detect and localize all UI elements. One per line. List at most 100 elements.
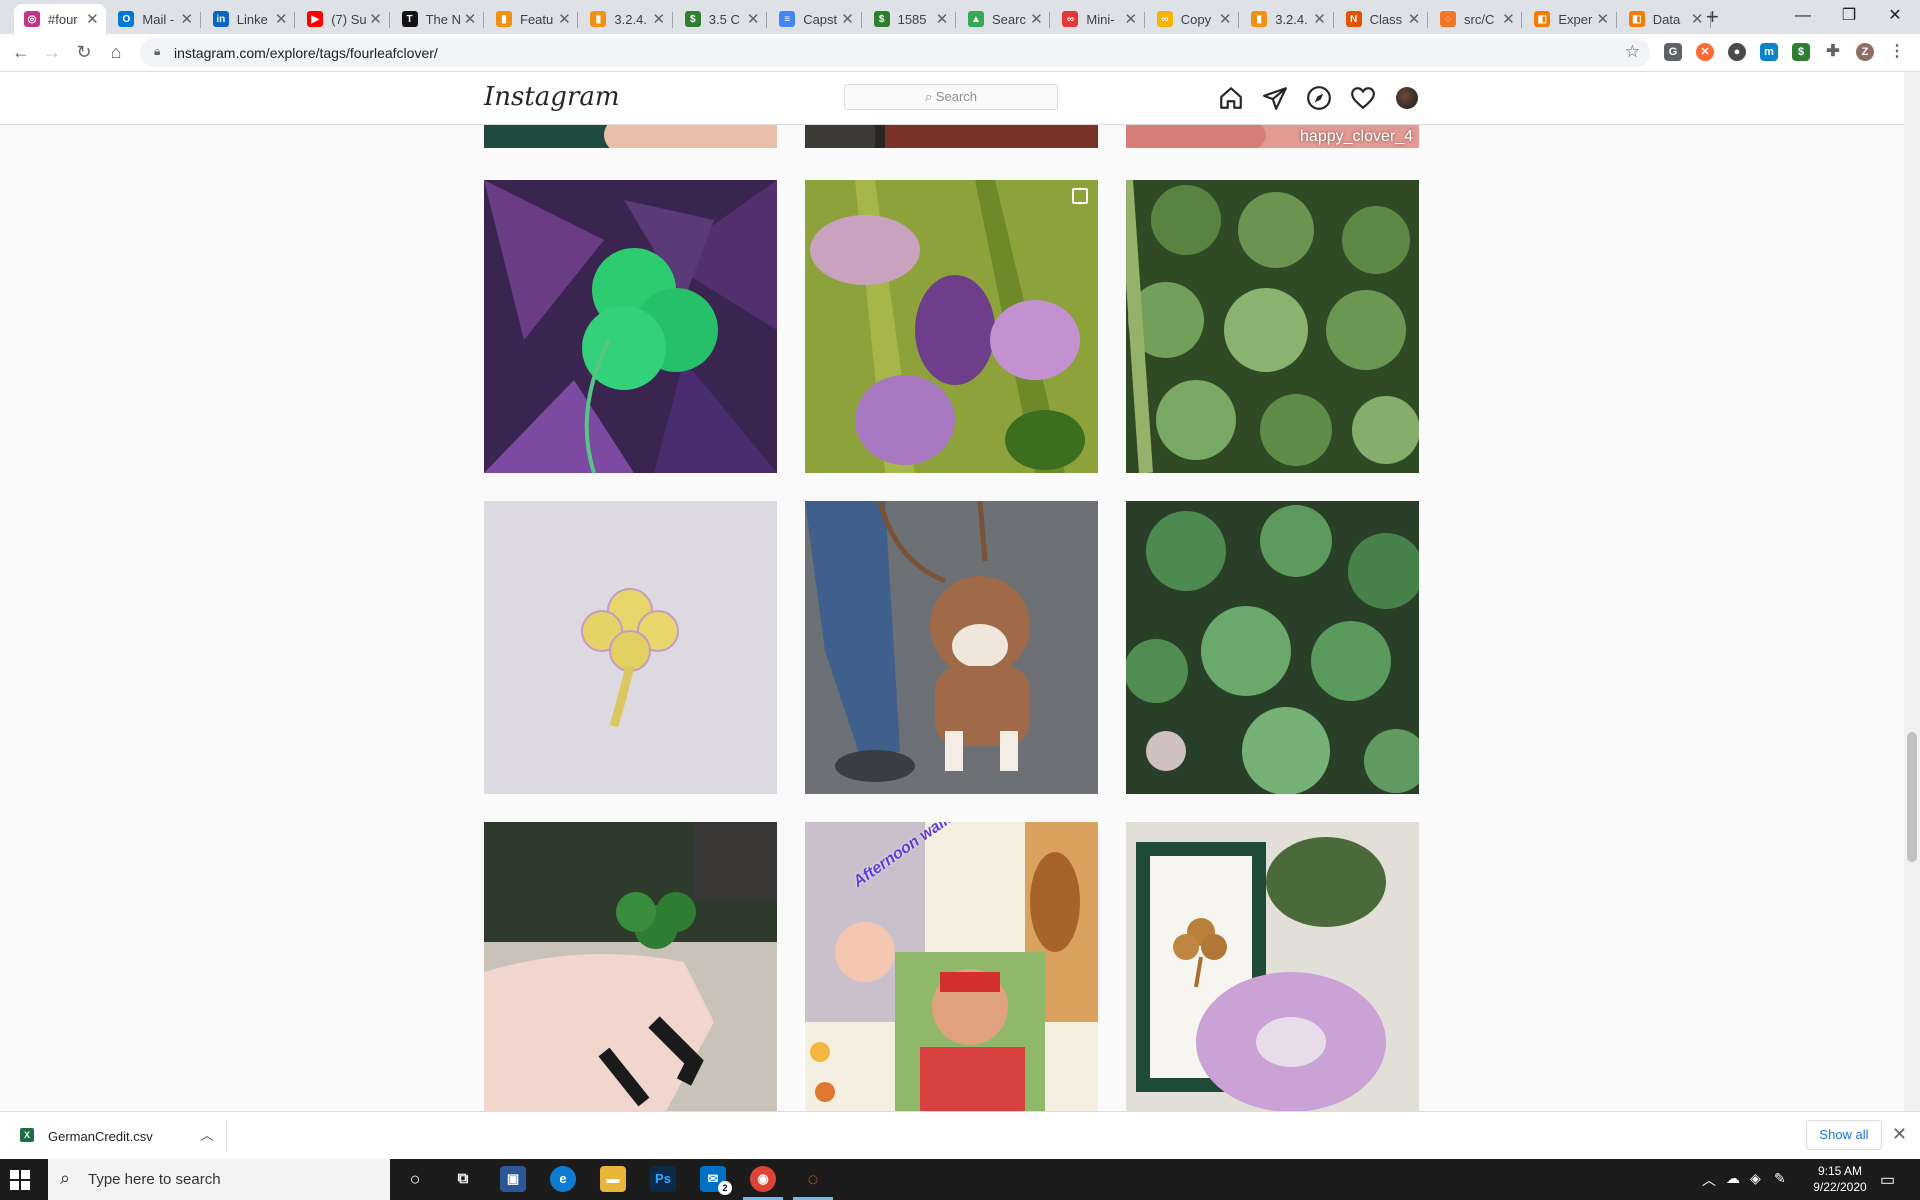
chrome-icon[interactable]: ◉ bbox=[750, 1166, 776, 1192]
direct-message-icon[interactable] bbox=[1262, 85, 1288, 111]
post-partial-1[interactable] bbox=[484, 125, 777, 148]
new-tab-button[interactable]: + bbox=[1706, 4, 1719, 29]
close-download-bar-icon[interactable]: ✕ bbox=[1892, 1124, 1908, 1144]
tab-separator bbox=[1615, 12, 1617, 28]
browser-tab[interactable]: ∞ Mini- ✕ bbox=[1052, 4, 1145, 34]
browser-tab[interactable]: ▲ Searc ✕ bbox=[958, 4, 1051, 34]
extension-dollar-icon[interactable]: $ bbox=[1792, 43, 1810, 61]
browser-tab[interactable]: ◌ src/C ✕ bbox=[1430, 4, 1523, 34]
close-window-button[interactable]: ✕ bbox=[1888, 7, 1902, 24]
tab-close-icon[interactable]: ✕ bbox=[1218, 11, 1232, 28]
tab-close-icon[interactable]: ✕ bbox=[274, 11, 288, 28]
jupyter-icon[interactable]: ◌ bbox=[807, 1169, 819, 1189]
chevron-up-icon[interactable]: ︿ bbox=[200, 1127, 214, 1143]
tab-close-icon[interactable]: ✕ bbox=[369, 11, 382, 28]
search-input[interactable]: ⌕ Search bbox=[844, 84, 1058, 110]
page-scrollbar[interactable] bbox=[1904, 72, 1920, 1111]
url-text[interactable]: instagram.com/explore/tags/fourleafclove… bbox=[174, 45, 438, 61]
extension-circle-icon[interactable]: ● bbox=[1728, 43, 1746, 61]
tab-close-icon[interactable]: ✕ bbox=[1407, 11, 1421, 28]
tab-favicon-icon: $ bbox=[684, 11, 701, 27]
post-tile[interactable] bbox=[1126, 501, 1419, 794]
post-partial-2[interactable] bbox=[805, 125, 1098, 148]
tab-close-icon[interactable]: ✕ bbox=[1596, 11, 1610, 28]
tab-close-icon[interactable]: ✕ bbox=[463, 11, 477, 28]
profile-avatar[interactable]: Z bbox=[1856, 43, 1874, 61]
profile-avatar-ig[interactable] bbox=[1396, 87, 1418, 109]
reload-button[interactable]: ↻ bbox=[76, 42, 92, 62]
show-all-button[interactable]: Show all bbox=[1806, 1120, 1882, 1150]
browser-tab[interactable]: ◎ #four ✕ bbox=[14, 4, 107, 34]
browser-tab[interactable]: T The N ✕ bbox=[392, 4, 484, 34]
pen-icon[interactable]: ✎ bbox=[1774, 1170, 1786, 1186]
tab-close-icon[interactable]: ✕ bbox=[558, 11, 571, 28]
home-button[interactable]: ⌂ bbox=[110, 42, 122, 62]
post-tile[interactable] bbox=[484, 501, 777, 794]
download-filename[interactable]: GermanCredit.csv bbox=[48, 1129, 153, 1144]
post-tile[interactable] bbox=[805, 501, 1098, 794]
post-tile[interactable] bbox=[1126, 180, 1419, 473]
edge-icon[interactable]: e bbox=[550, 1166, 576, 1192]
cortana-icon[interactable]: ○ bbox=[409, 1169, 421, 1189]
explore-compass-icon[interactable] bbox=[1306, 85, 1332, 111]
tab-close-icon[interactable]: ✕ bbox=[652, 11, 666, 28]
notifications-icon[interactable]: ▭ bbox=[1880, 1172, 1896, 1189]
browser-tab[interactable]: $3.5 C ✕ bbox=[675, 4, 768, 34]
browser-tab[interactable]: N Class ✕ bbox=[1336, 4, 1428, 34]
browser-tab[interactable]: ▮ Featu ✕ bbox=[486, 4, 579, 34]
back-button[interactable]: ← bbox=[12, 42, 30, 62]
browser-tab[interactable]: ◧ Data ✕ bbox=[1619, 4, 1712, 34]
browser-tab[interactable]: $1585 ✕ bbox=[864, 4, 956, 34]
extension-g-icon[interactable]: G bbox=[1664, 43, 1682, 61]
browser-tab[interactable]: ◧ Exper ✕ bbox=[1524, 4, 1617, 34]
system-clock[interactable]: 9:15 AM 9/22/2020 bbox=[1800, 1163, 1880, 1195]
extensions-puzzle-icon[interactable]: ✚ bbox=[1826, 43, 1840, 60]
menu-kebab-icon[interactable]: ⋮ bbox=[1889, 43, 1905, 60]
home-icon[interactable] bbox=[1218, 85, 1244, 111]
restore-button[interactable]: ❐ bbox=[1841, 7, 1857, 24]
browser-tab[interactable]: ▮ 3.2.4. ✕ bbox=[580, 4, 673, 34]
dropbox-icon[interactable]: ◈ bbox=[1750, 1170, 1761, 1186]
photoshop-icon[interactable]: Ps bbox=[650, 1166, 676, 1192]
tab-close-icon[interactable]: ✕ bbox=[180, 11, 194, 28]
browser-tab[interactable]: ∞ Copy ✕ bbox=[1147, 4, 1240, 34]
browser-tab[interactable]: ▶ (7) Su ✕ bbox=[297, 4, 390, 34]
post-tile[interactable] bbox=[484, 822, 777, 1111]
tab-close-icon[interactable]: ✕ bbox=[1690, 11, 1704, 28]
windows-start-icon[interactable] bbox=[10, 1170, 30, 1190]
browser-tab[interactable]: ≡ Capst ✕ bbox=[769, 4, 862, 34]
browser-tab[interactable]: in Linke ✕ bbox=[203, 4, 296, 34]
tab-close-icon[interactable]: ✕ bbox=[935, 11, 949, 28]
post-tile[interactable]: Afternoon walk bbox=[805, 822, 1098, 1111]
search-icon: ⌕ bbox=[60, 1168, 71, 1188]
tab-close-icon[interactable]: ✕ bbox=[746, 11, 760, 28]
post-tile[interactable] bbox=[805, 180, 1098, 473]
post-partial-3[interactable]: happy_clover_4 bbox=[1126, 125, 1419, 148]
post-tile[interactable] bbox=[484, 180, 777, 473]
browser-tab[interactable]: O Mail - ✕ bbox=[108, 4, 201, 34]
bookmark-star-icon[interactable]: ☆ bbox=[1624, 42, 1640, 61]
forward-button[interactable]: → bbox=[43, 42, 61, 62]
scrollbar-thumb[interactable] bbox=[1907, 732, 1917, 862]
browser-tab[interactable]: ▮ 3.2.4. ✕ bbox=[1241, 4, 1334, 34]
file-explorer-icon[interactable]: ▬ bbox=[600, 1166, 626, 1192]
store-icon[interactable]: ▣ bbox=[500, 1166, 526, 1192]
extension-blue-icon[interactable]: m bbox=[1760, 43, 1778, 61]
instagram-logo[interactable]: Instagram bbox=[484, 82, 620, 112]
taskbar-search-input[interactable]: ⌕ Type here to search bbox=[48, 1159, 390, 1200]
minimize-button[interactable]: — bbox=[1795, 7, 1811, 24]
tab-close-icon[interactable]: ✕ bbox=[1313, 11, 1326, 28]
activity-heart-icon[interactable] bbox=[1350, 85, 1376, 111]
onedrive-icon[interactable]: ☁ bbox=[1726, 1170, 1740, 1186]
tab-close-icon[interactable]: ✕ bbox=[1030, 11, 1043, 28]
post-tile[interactable] bbox=[1126, 822, 1419, 1111]
task-view-icon[interactable]: ⧉ bbox=[457, 1170, 469, 1187]
show-hidden-icons[interactable]: ︿ bbox=[1702, 1172, 1716, 1188]
download-item[interactable]: X GermanCredit.csv ︿ bbox=[14, 1120, 227, 1152]
address-bar[interactable]: 🔒︎ instagram.com/explore/tags/fourleafcl… bbox=[140, 38, 1650, 67]
tab-close-icon[interactable]: ✕ bbox=[841, 11, 854, 28]
tab-close-icon[interactable]: ✕ bbox=[1502, 11, 1515, 28]
tab-close-icon[interactable]: ✕ bbox=[86, 11, 99, 28]
extension-orange-icon[interactable]: ✕ bbox=[1696, 43, 1714, 61]
tab-close-icon[interactable]: ✕ bbox=[1124, 11, 1138, 28]
